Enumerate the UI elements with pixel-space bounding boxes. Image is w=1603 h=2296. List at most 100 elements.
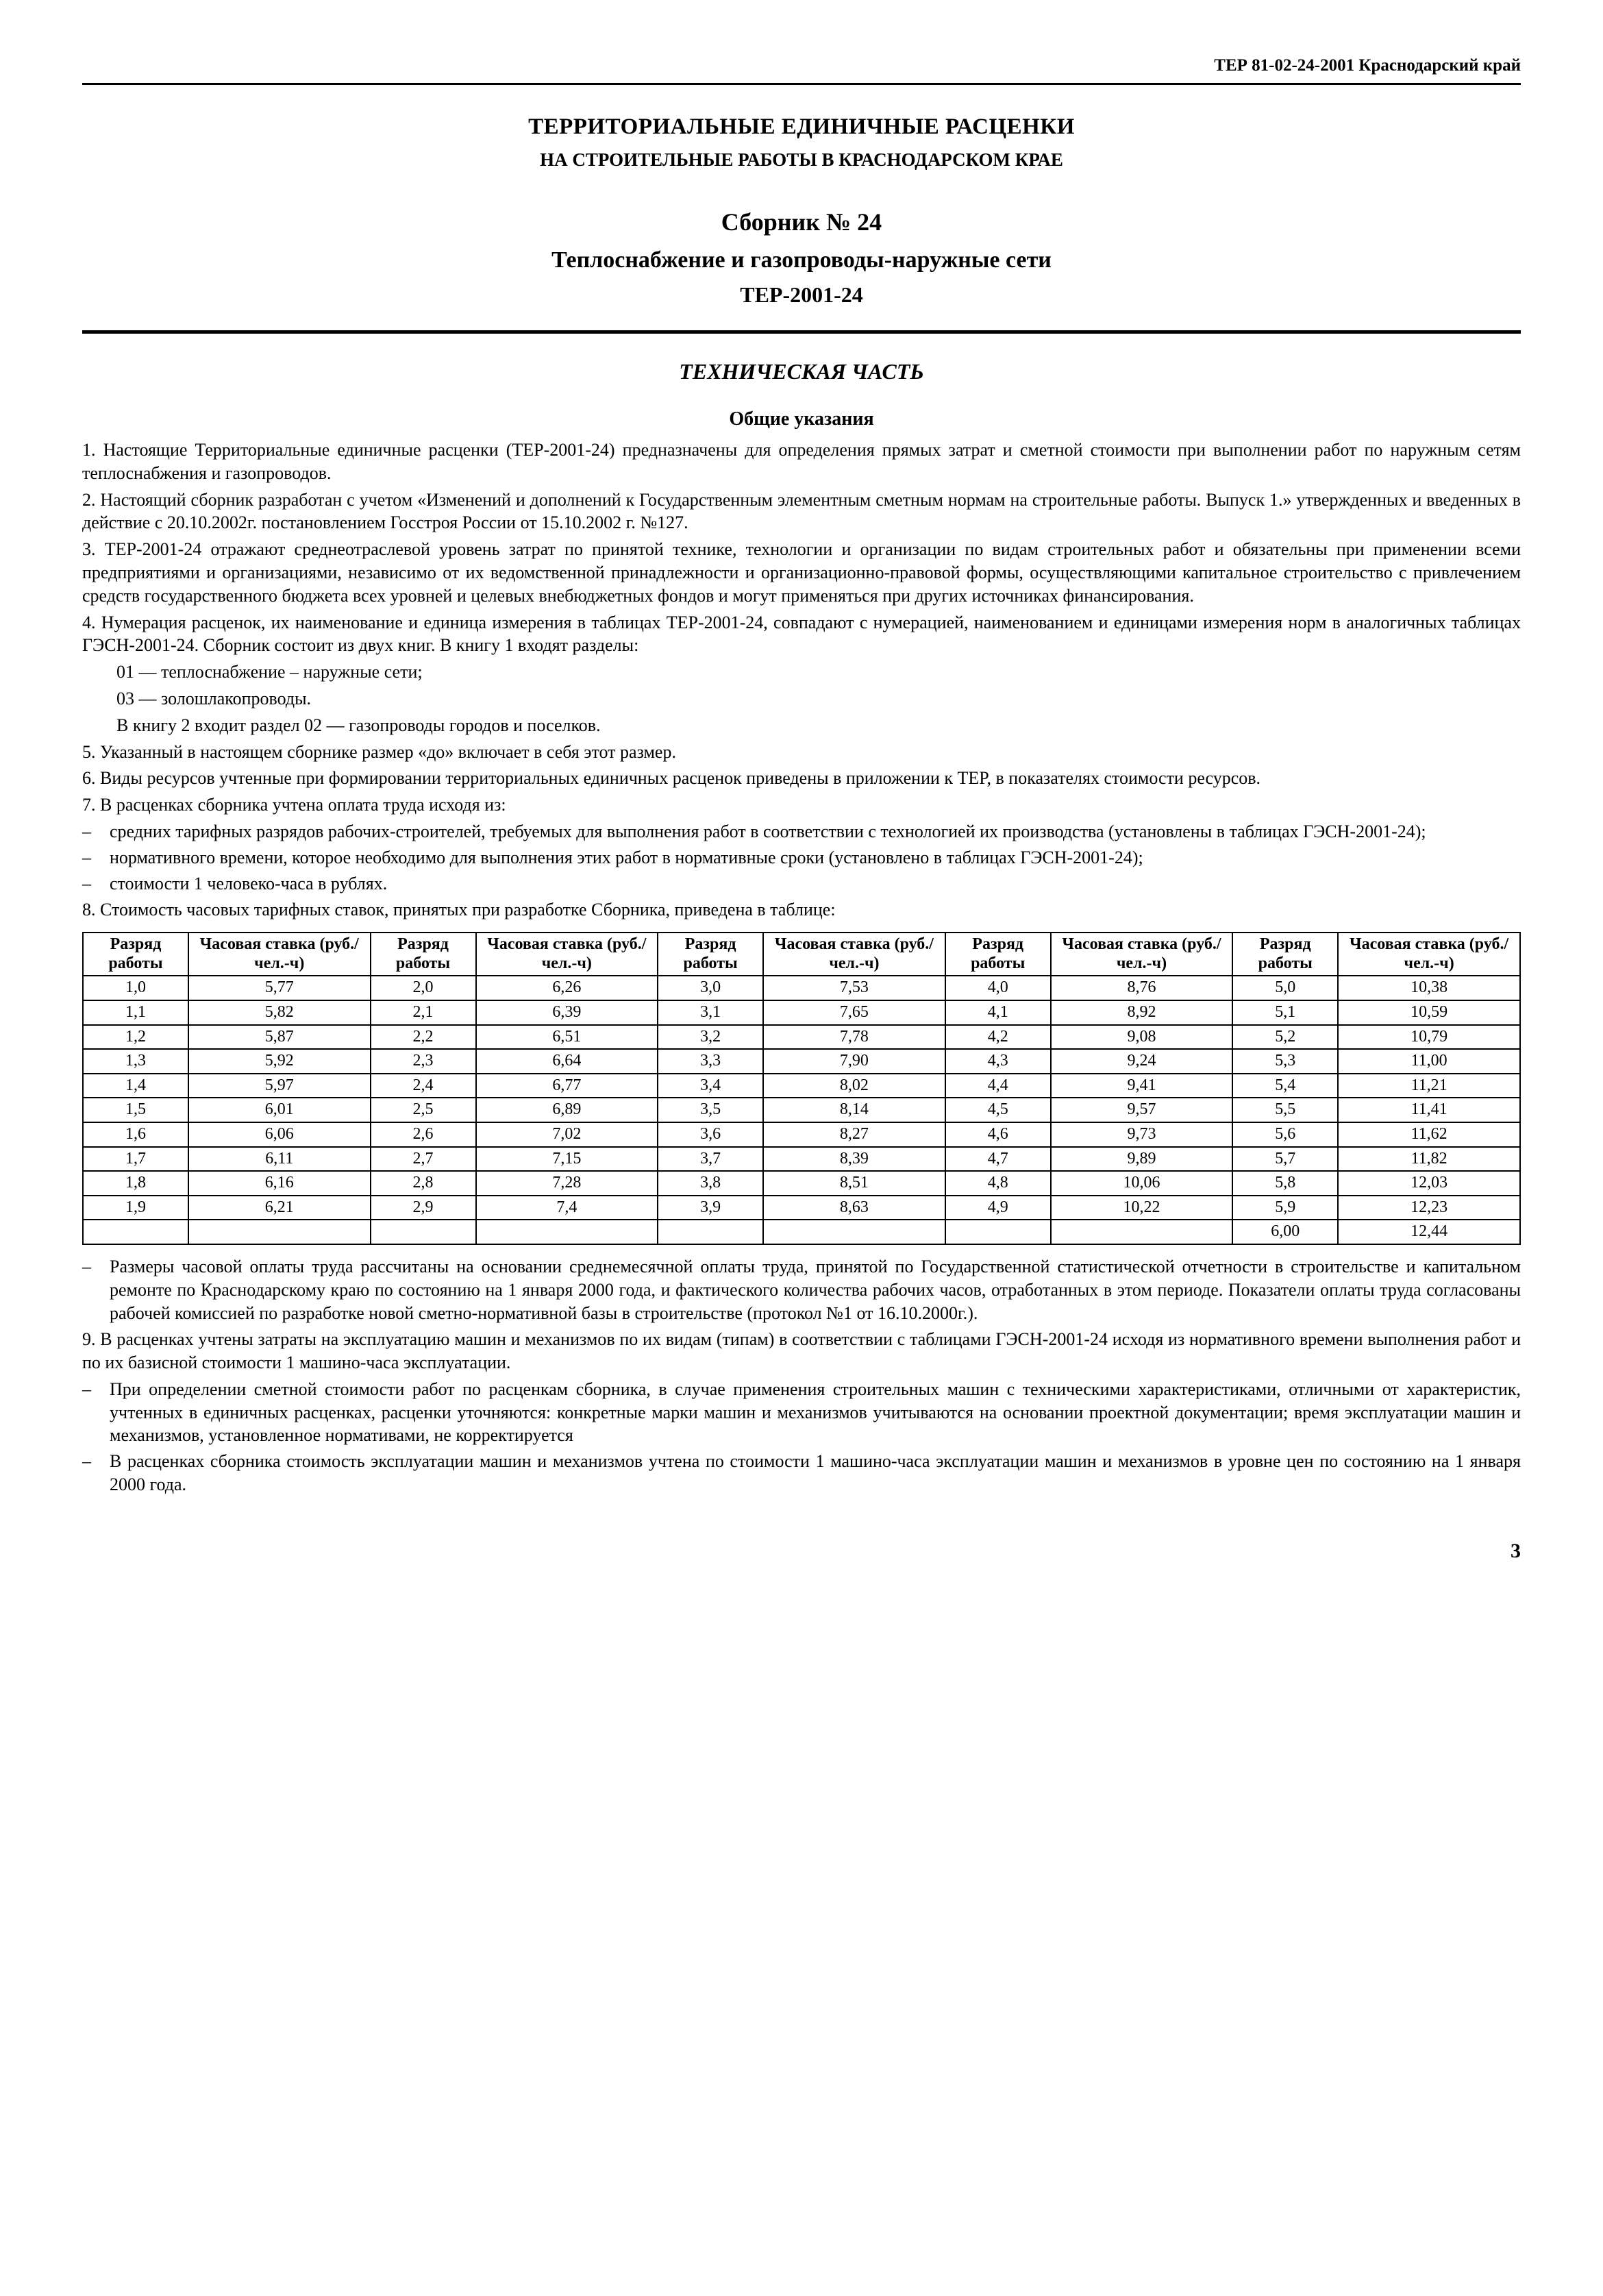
title-main: ТЕРРИТОРИАЛЬНЫЕ ЕДИНИЧНЫЕ РАСЦЕНКИ (82, 112, 1521, 142)
table-cell: 1,6 (83, 1122, 188, 1147)
table-cell: 3,0 (658, 976, 763, 1000)
para-7b: –нормативного времени, которое необходим… (82, 846, 1521, 869)
table-cell (763, 1220, 945, 1244)
para-7c: –стоимости 1 человеко-часа в рублях. (82, 872, 1521, 896)
table-cell: 2,1 (371, 1000, 476, 1025)
table-cell: 2,4 (371, 1074, 476, 1098)
para-1: 1. Настоящие Территориальные единичные р… (82, 439, 1521, 485)
table-cell: 8,76 (1051, 976, 1233, 1000)
para-6: 6. Виды ресурсов учтенные при формирован… (82, 767, 1521, 790)
table-cell: 3,6 (658, 1122, 763, 1147)
table-cell: 3,8 (658, 1171, 763, 1196)
para-9a-text: При определении сметной стоимости работ … (110, 1378, 1521, 1447)
table-cell (476, 1220, 658, 1244)
para-3: 3. ТЕР-2001-24 отражают среднеотраслевой… (82, 538, 1521, 607)
table-cell: 5,92 (188, 1049, 371, 1074)
table-cell: 4,4 (945, 1074, 1051, 1098)
table-cell: 11,41 (1338, 1098, 1520, 1122)
divider (82, 330, 1521, 334)
table-cell: 11,82 (1338, 1147, 1520, 1172)
table-cell: 3,5 (658, 1098, 763, 1122)
table-cell: 5,97 (188, 1074, 371, 1098)
table-cell: 5,3 (1232, 1049, 1338, 1074)
table-row: 6,0012,44 (83, 1220, 1520, 1244)
table-cell: 2,9 (371, 1196, 476, 1220)
table-cell: 7,15 (476, 1147, 658, 1172)
table-cell: 4,6 (945, 1122, 1051, 1147)
col-stavka: Часовая ставка (руб./чел.-ч) (188, 933, 371, 976)
page-number: 3 (82, 1538, 1521, 1564)
table-cell: 7,90 (763, 1049, 945, 1074)
table-cell: 7,4 (476, 1196, 658, 1220)
col-razryad: Разряд работы (1232, 933, 1338, 976)
table-cell: 10,59 (1338, 1000, 1520, 1025)
table-cell: 7,78 (763, 1025, 945, 1050)
dash-icon: – (82, 1255, 110, 1279)
table-cell: 10,79 (1338, 1025, 1520, 1050)
table-cell: 4,7 (945, 1147, 1051, 1172)
table-cell: 3,9 (658, 1196, 763, 1220)
table-cell: 6,51 (476, 1025, 658, 1050)
para-7: 7. В расценках сборника учтена оплата тр… (82, 793, 1521, 817)
table-row: 1,96,212,97,43,98,634,910,225,912,23 (83, 1196, 1520, 1220)
table-cell (83, 1220, 188, 1244)
table-cell: 1,0 (83, 976, 188, 1000)
table-cell: 5,0 (1232, 976, 1338, 1000)
dash-icon: – (82, 846, 110, 869)
table-cell: 6,01 (188, 1098, 371, 1122)
table-cell: 1,8 (83, 1171, 188, 1196)
table-cell: 9,73 (1051, 1122, 1233, 1147)
para-7a: –средних тарифных разрядов рабочих-строи… (82, 820, 1521, 843)
table-cell: 10,38 (1338, 976, 1520, 1000)
table-cell (658, 1220, 763, 1244)
sbornik-number: Сборник № 24 (82, 206, 1521, 238)
table-cell: 9,89 (1051, 1147, 1233, 1172)
table-cell: 6,39 (476, 1000, 658, 1025)
table-cell: 6,89 (476, 1098, 658, 1122)
table-cell: 2,6 (371, 1122, 476, 1147)
table-cell: 5,9 (1232, 1196, 1338, 1220)
table-row: 1,15,822,16,393,17,654,18,925,110,59 (83, 1000, 1520, 1025)
table-cell: 5,82 (188, 1000, 371, 1025)
col-razryad: Разряд работы (945, 933, 1051, 976)
col-stavka: Часовая ставка (руб./чел.-ч) (1051, 933, 1233, 976)
table-cell: 3,4 (658, 1074, 763, 1098)
table-cell (371, 1220, 476, 1244)
col-razryad: Разряд работы (83, 933, 188, 976)
table-cell: 7,65 (763, 1000, 945, 1025)
table-cell: 4,3 (945, 1049, 1051, 1074)
table-cell: 5,5 (1232, 1098, 1338, 1122)
table-cell: 12,23 (1338, 1196, 1520, 1220)
table-cell: 6,00 (1232, 1220, 1338, 1244)
para-7a-text: средних тарифных разрядов рабочих-строит… (110, 820, 1521, 843)
table-cell: 5,87 (188, 1025, 371, 1050)
table-header-row: Разряд работы Часовая ставка (руб./чел.-… (83, 933, 1520, 976)
col-razryad: Разряд работы (658, 933, 763, 976)
table-cell: 11,00 (1338, 1049, 1520, 1074)
col-stavka: Часовая ставка (руб./чел.-ч) (763, 933, 945, 976)
table-cell: 1,4 (83, 1074, 188, 1098)
table-cell: 11,62 (1338, 1122, 1520, 1147)
table-cell: 4,5 (945, 1098, 1051, 1122)
tech-part-heading: ТЕХНИЧЕСКАЯ ЧАСТЬ (82, 358, 1521, 386)
table-cell: 5,77 (188, 976, 371, 1000)
table-cell (945, 1220, 1051, 1244)
table-cell: 8,02 (763, 1074, 945, 1098)
title-sub: НА СТРОИТЕЛЬНЫЕ РАБОТЫ В КРАСНОДАРСКОМ К… (82, 148, 1521, 172)
table-cell: 1,1 (83, 1000, 188, 1025)
table-cell: 12,44 (1338, 1220, 1520, 1244)
general-heading: Общие указания (82, 407, 1521, 432)
col-stavka: Часовая ставка (руб./чел.-ч) (476, 933, 658, 976)
para-8: 8. Стоимость часовых тарифных ставок, пр… (82, 898, 1521, 922)
table-cell: 2,7 (371, 1147, 476, 1172)
table-cell: 8,92 (1051, 1000, 1233, 1025)
table-cell: 5,4 (1232, 1074, 1338, 1098)
para-4a: 01 — теплоснабжение – наружные сети; (82, 661, 1521, 684)
table-row: 1,76,112,77,153,78,394,79,895,711,82 (83, 1147, 1520, 1172)
table-cell: 6,26 (476, 976, 658, 1000)
table-cell: 2,2 (371, 1025, 476, 1050)
table-cell: 4,8 (945, 1171, 1051, 1196)
table-row: 1,56,012,56,893,58,144,59,575,511,41 (83, 1098, 1520, 1122)
table-cell: 8,51 (763, 1171, 945, 1196)
table-cell: 1,3 (83, 1049, 188, 1074)
